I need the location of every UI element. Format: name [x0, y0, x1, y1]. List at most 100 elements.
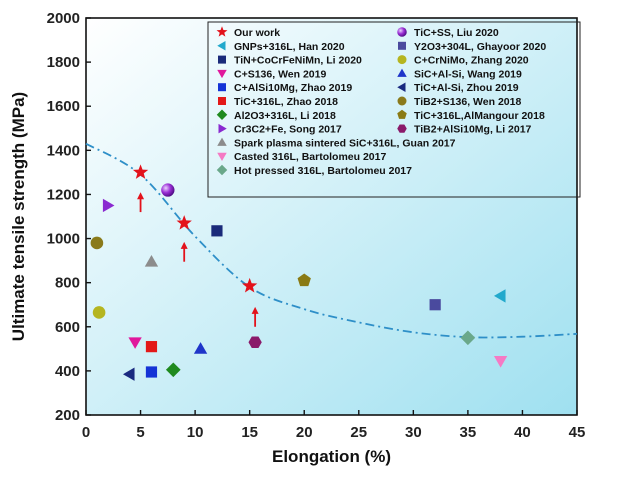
legend-marker-tic-316l-zhao-2018: [218, 97, 226, 105]
y-tick-label: 1000: [47, 231, 80, 248]
legend-marker-c-s136-wen-2019: [217, 69, 227, 79]
x-axis-title: Elongation (%): [272, 447, 391, 466]
x-tick-label: 20: [296, 424, 313, 441]
legend-marker-y2o3-304l-ghayoor-2020: [398, 41, 406, 50]
y-tick-label: 200: [55, 407, 80, 424]
legend-item-tic-al-si-zhou-2019: TiC+Al-Si, Zhou 2019: [397, 82, 519, 94]
data-point-casted-316l-bartolomeu-2017: [493, 356, 508, 368]
legend-marker-sic-al-si-wang-2019: [397, 68, 407, 77]
annotation-arrow: [251, 306, 259, 327]
legend-item-tic-316l-almangour-2018: TiC+316L,AlMangour 2018: [397, 109, 545, 122]
legend-item-tin-cocrfenimn-li-2020: TiN+CoCrFeNiMn, Li 2020: [218, 55, 362, 67]
legend-label: GNPs+316L, Han 2020: [234, 41, 345, 53]
legend-marker-tib2-alsi10mg-li-2017: [397, 124, 407, 133]
legend-item-c-alsi10mg-zhao-2019: C+AlSi10Mg, Zhao 2019: [218, 82, 352, 94]
data-point-tib2-s136-wen-2018: [90, 236, 104, 250]
legend-label: TiC+SS, Liu 2020: [414, 27, 499, 39]
annotation-arrow: [137, 192, 145, 213]
legend-label: SiC+Al-Si, Wang 2019: [414, 68, 522, 80]
legend-marker-tic-al-si-zhou-2019: [397, 82, 406, 92]
y-axis-title: Ultimate tensile strength (MPa): [9, 92, 28, 341]
legend-label: Hot pressed 316L, Bartolomeu 2017: [234, 165, 412, 177]
legend-box: [207, 21, 581, 198]
data-point-tib2-alsi10mg-li-2017: [248, 336, 262, 348]
legend-item-c-crnimo-zhang-2020: C+CrNiMo, Zhang 2020: [397, 55, 529, 67]
plot-area: [85, 17, 578, 416]
legend-marker-c-alsi10mg-zhao-2019: [218, 83, 226, 92]
legend-item-tic-316l-zhao-2018: TiC+316L, Zhao 2018: [218, 96, 338, 108]
data-point-gnps-316l-han-2020: [493, 289, 506, 303]
x-tick-label: 5: [136, 424, 144, 441]
legend-item-tib2-s136-wen-2018: TiB2+S136, Wen 2018: [397, 96, 521, 108]
x-tick-label: 45: [569, 424, 586, 441]
legend-label: C+S136, Wen 2019: [234, 68, 326, 80]
legend-item-hot-pressed-316l-bartolomeu-2017: Hot pressed 316L, Bartolomeu 2017: [216, 164, 412, 177]
legend-label: TiN+CoCrFeNiMn, Li 2020: [234, 55, 362, 67]
legend-label: Cr3C2+Fe, Song 2017: [234, 124, 342, 136]
legend-marker-cr3c2-fe-song-2017: [218, 123, 227, 134]
legend-label: Spark plasma sintered SiC+316L, Guan 201…: [234, 137, 456, 149]
y-tick-label: 1400: [47, 142, 80, 159]
data-point-hot-pressed-316l-bartolomeu-2017: [460, 330, 476, 346]
x-tick-label: 40: [514, 424, 531, 441]
legend-label: Al2O3+316L, Li 2018: [234, 110, 336, 122]
data-point-al2o3-316l-li-2018: [165, 362, 181, 378]
data-point-c-alsi10mg-zhao-2019: [145, 366, 158, 378]
legend-label: TiB2+AlSi10Mg, Li 2017: [414, 124, 532, 136]
trend-line: [85, 142, 578, 339]
legend-marker-tic-ss-liu-2020: [397, 27, 407, 37]
legend-label: Casted 316L, Bartolomeu 2017: [234, 151, 386, 163]
legend-label: Our work: [234, 27, 280, 39]
y-tick-label: 400: [55, 363, 80, 380]
data-point-spark-plasma-sintered-sic-316l-guan-2017: [144, 255, 159, 267]
legend-label: TiC+Al-Si, Zhou 2019: [414, 82, 519, 94]
data-point-c-s136-wen-2019: [128, 337, 142, 349]
legend-item-tib2-alsi10mg-li-2017: TiB2+AlSi10Mg, Li 2017: [397, 124, 532, 136]
y-tick-label: 800: [55, 275, 80, 292]
data-point-tic-316l-zhao-2018: [145, 341, 158, 353]
legend-label: TiC+316L,AlMangour 2018: [414, 110, 545, 122]
data-point-our-work: [132, 164, 149, 179]
legend-item-our-work: Our work: [216, 26, 280, 39]
data-point-cr3c2-fe-song-2017: [102, 198, 115, 213]
legend-marker-tic-316l-almangour-2018: [397, 109, 407, 119]
legend-item-c-s136-wen-2019: C+S136, Wen 2019: [217, 68, 326, 80]
y-tick-label: 2000: [47, 10, 80, 27]
x-tick-label: 10: [187, 424, 204, 441]
legend-label: Y2O3+304L, Ghayoor 2020: [414, 41, 546, 53]
legend-item-y2o3-304l-ghayoor-2020: Y2O3+304L, Ghayoor 2020: [398, 41, 546, 53]
legend-label: C+CrNiMo, Zhang 2020: [414, 55, 529, 67]
legend-marker-c-crnimo-zhang-2020: [397, 55, 407, 65]
data-point-sic-al-si-wang-2019: [193, 342, 208, 354]
y-tick-label: 600: [55, 319, 80, 336]
legend-item-cr3c2-fe-song-2017: Cr3C2+Fe, Song 2017: [218, 123, 342, 136]
legend-marker-our-work: [216, 26, 228, 37]
legend-label: TiC+316L, Zhao 2018: [234, 96, 338, 108]
data-point-tin-cocrfenimn-li-2020: [211, 225, 223, 237]
x-tick-label: 0: [82, 424, 90, 441]
legend-item-al2o3-316l-li-2018: Al2O3+316L, Li 2018: [216, 109, 336, 122]
x-tick-label: 15: [241, 424, 258, 441]
y-tick-label: 1600: [47, 98, 80, 115]
legend-item-gnps-316l-han-2020: GNPs+316L, Han 2020: [217, 41, 345, 53]
data-point-tic-al-si-zhou-2019: [122, 367, 135, 381]
annotation-arrow: [180, 241, 188, 262]
legend-marker-al2o3-316l-li-2018: [216, 109, 228, 121]
y-tick-label: 1800: [47, 54, 80, 71]
x-tick-label: 25: [350, 424, 367, 441]
data-point-tic-316l-almangour-2018: [297, 273, 311, 287]
data-point-our-work: [176, 215, 192, 230]
data-point-our-work: [242, 277, 258, 293]
legend-label: TiB2+S136, Wen 2018: [414, 96, 521, 108]
legend-item-sic-al-si-wang-2019: SiC+Al-Si, Wang 2019: [397, 68, 522, 80]
data-point-y2o3-304l-ghayoor-2020: [429, 299, 441, 311]
x-tick-label: 30: [405, 424, 422, 441]
data-point-c-crnimo-zhang-2020: [92, 306, 106, 319]
legend-marker-gnps-316l-han-2020: [217, 41, 226, 51]
y-tick-label: 1200: [47, 186, 80, 203]
x-tick-label: 35: [460, 424, 477, 441]
legend-marker-tin-cocrfenimn-li-2020: [218, 55, 226, 64]
legend-label: C+AlSi10Mg, Zhao 2019: [234, 82, 352, 94]
legend-item-tic-ss-liu-2020: TiC+SS, Liu 2020: [397, 27, 499, 39]
